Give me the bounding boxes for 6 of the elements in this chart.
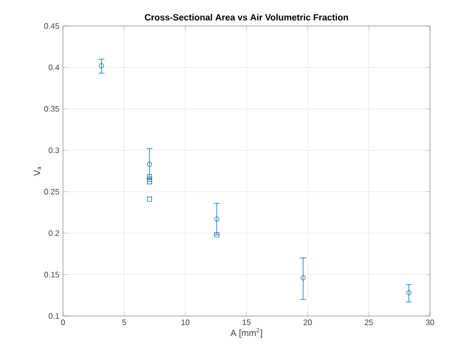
x-axis-title: A [mm$^{2}$] [230,328,262,338]
chart-title: Cross-Sectional Area vs Air Volumetric Fraction [144,14,348,20]
point [147,176,152,182]
point [214,232,220,238]
y-axis-title: V$_{a}$ [34,166,42,176]
point [147,196,152,202]
